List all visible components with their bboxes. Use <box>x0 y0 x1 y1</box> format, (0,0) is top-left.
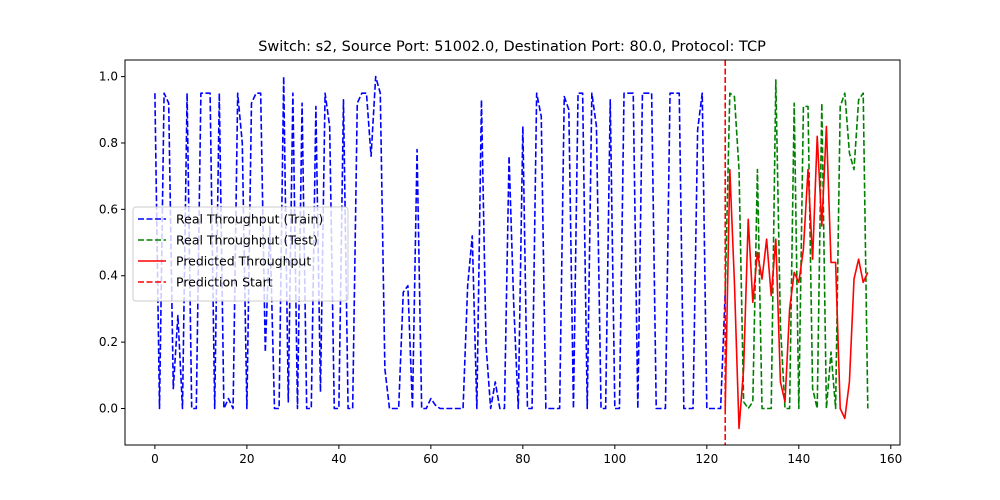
y-tick-label: 0.4 <box>99 269 118 283</box>
y-tick-label: 0.0 <box>99 401 118 415</box>
series-line-predicted-throughput <box>724 125 869 430</box>
x-tick-label: 40 <box>331 452 346 466</box>
legend-box <box>132 206 349 302</box>
plot-area <box>154 60 869 445</box>
legend-label-predicted-throughput: Predicted Throughput <box>176 254 311 269</box>
legend: Real Throughput (Train) Real Throughput (… <box>132 206 349 302</box>
y-tick-label: 1.0 <box>99 70 118 84</box>
x-tick-label: 80 <box>515 452 530 466</box>
y-tick-label: 0.6 <box>99 202 118 216</box>
x-tick-label: 140 <box>787 452 810 466</box>
axes-frame <box>124 59 901 446</box>
chart-title: Switch: s2, Source Port: 51002.0, Destin… <box>258 39 766 55</box>
legend-label-prediction-start: Prediction Start <box>176 275 273 290</box>
plot-series-group <box>154 60 869 445</box>
legend-label-real-throughput-train: Real Throughput (Train) <box>176 212 323 227</box>
x-tick-label: 100 <box>603 452 626 466</box>
series-line-real-throughput-train <box>154 75 727 410</box>
y-tick-label: 0.8 <box>99 136 118 150</box>
x-tick-label: 0 <box>151 452 159 466</box>
x-tick-label: 120 <box>695 452 718 466</box>
x-tick-label: 160 <box>879 452 902 466</box>
y-tick-label: 0.2 <box>99 335 118 349</box>
axes: 0 20 40 60 80 100 120 140 160 0.0 0.2 0.4 0.6 0.8 1.0 <box>99 59 902 466</box>
x-tick-label: 20 <box>239 452 254 466</box>
x-tick-label: 60 <box>423 452 438 466</box>
series-line-real-throughput-test <box>724 79 869 410</box>
legend-label-real-throughput-test: Real Throughput (Test) <box>176 233 318 248</box>
